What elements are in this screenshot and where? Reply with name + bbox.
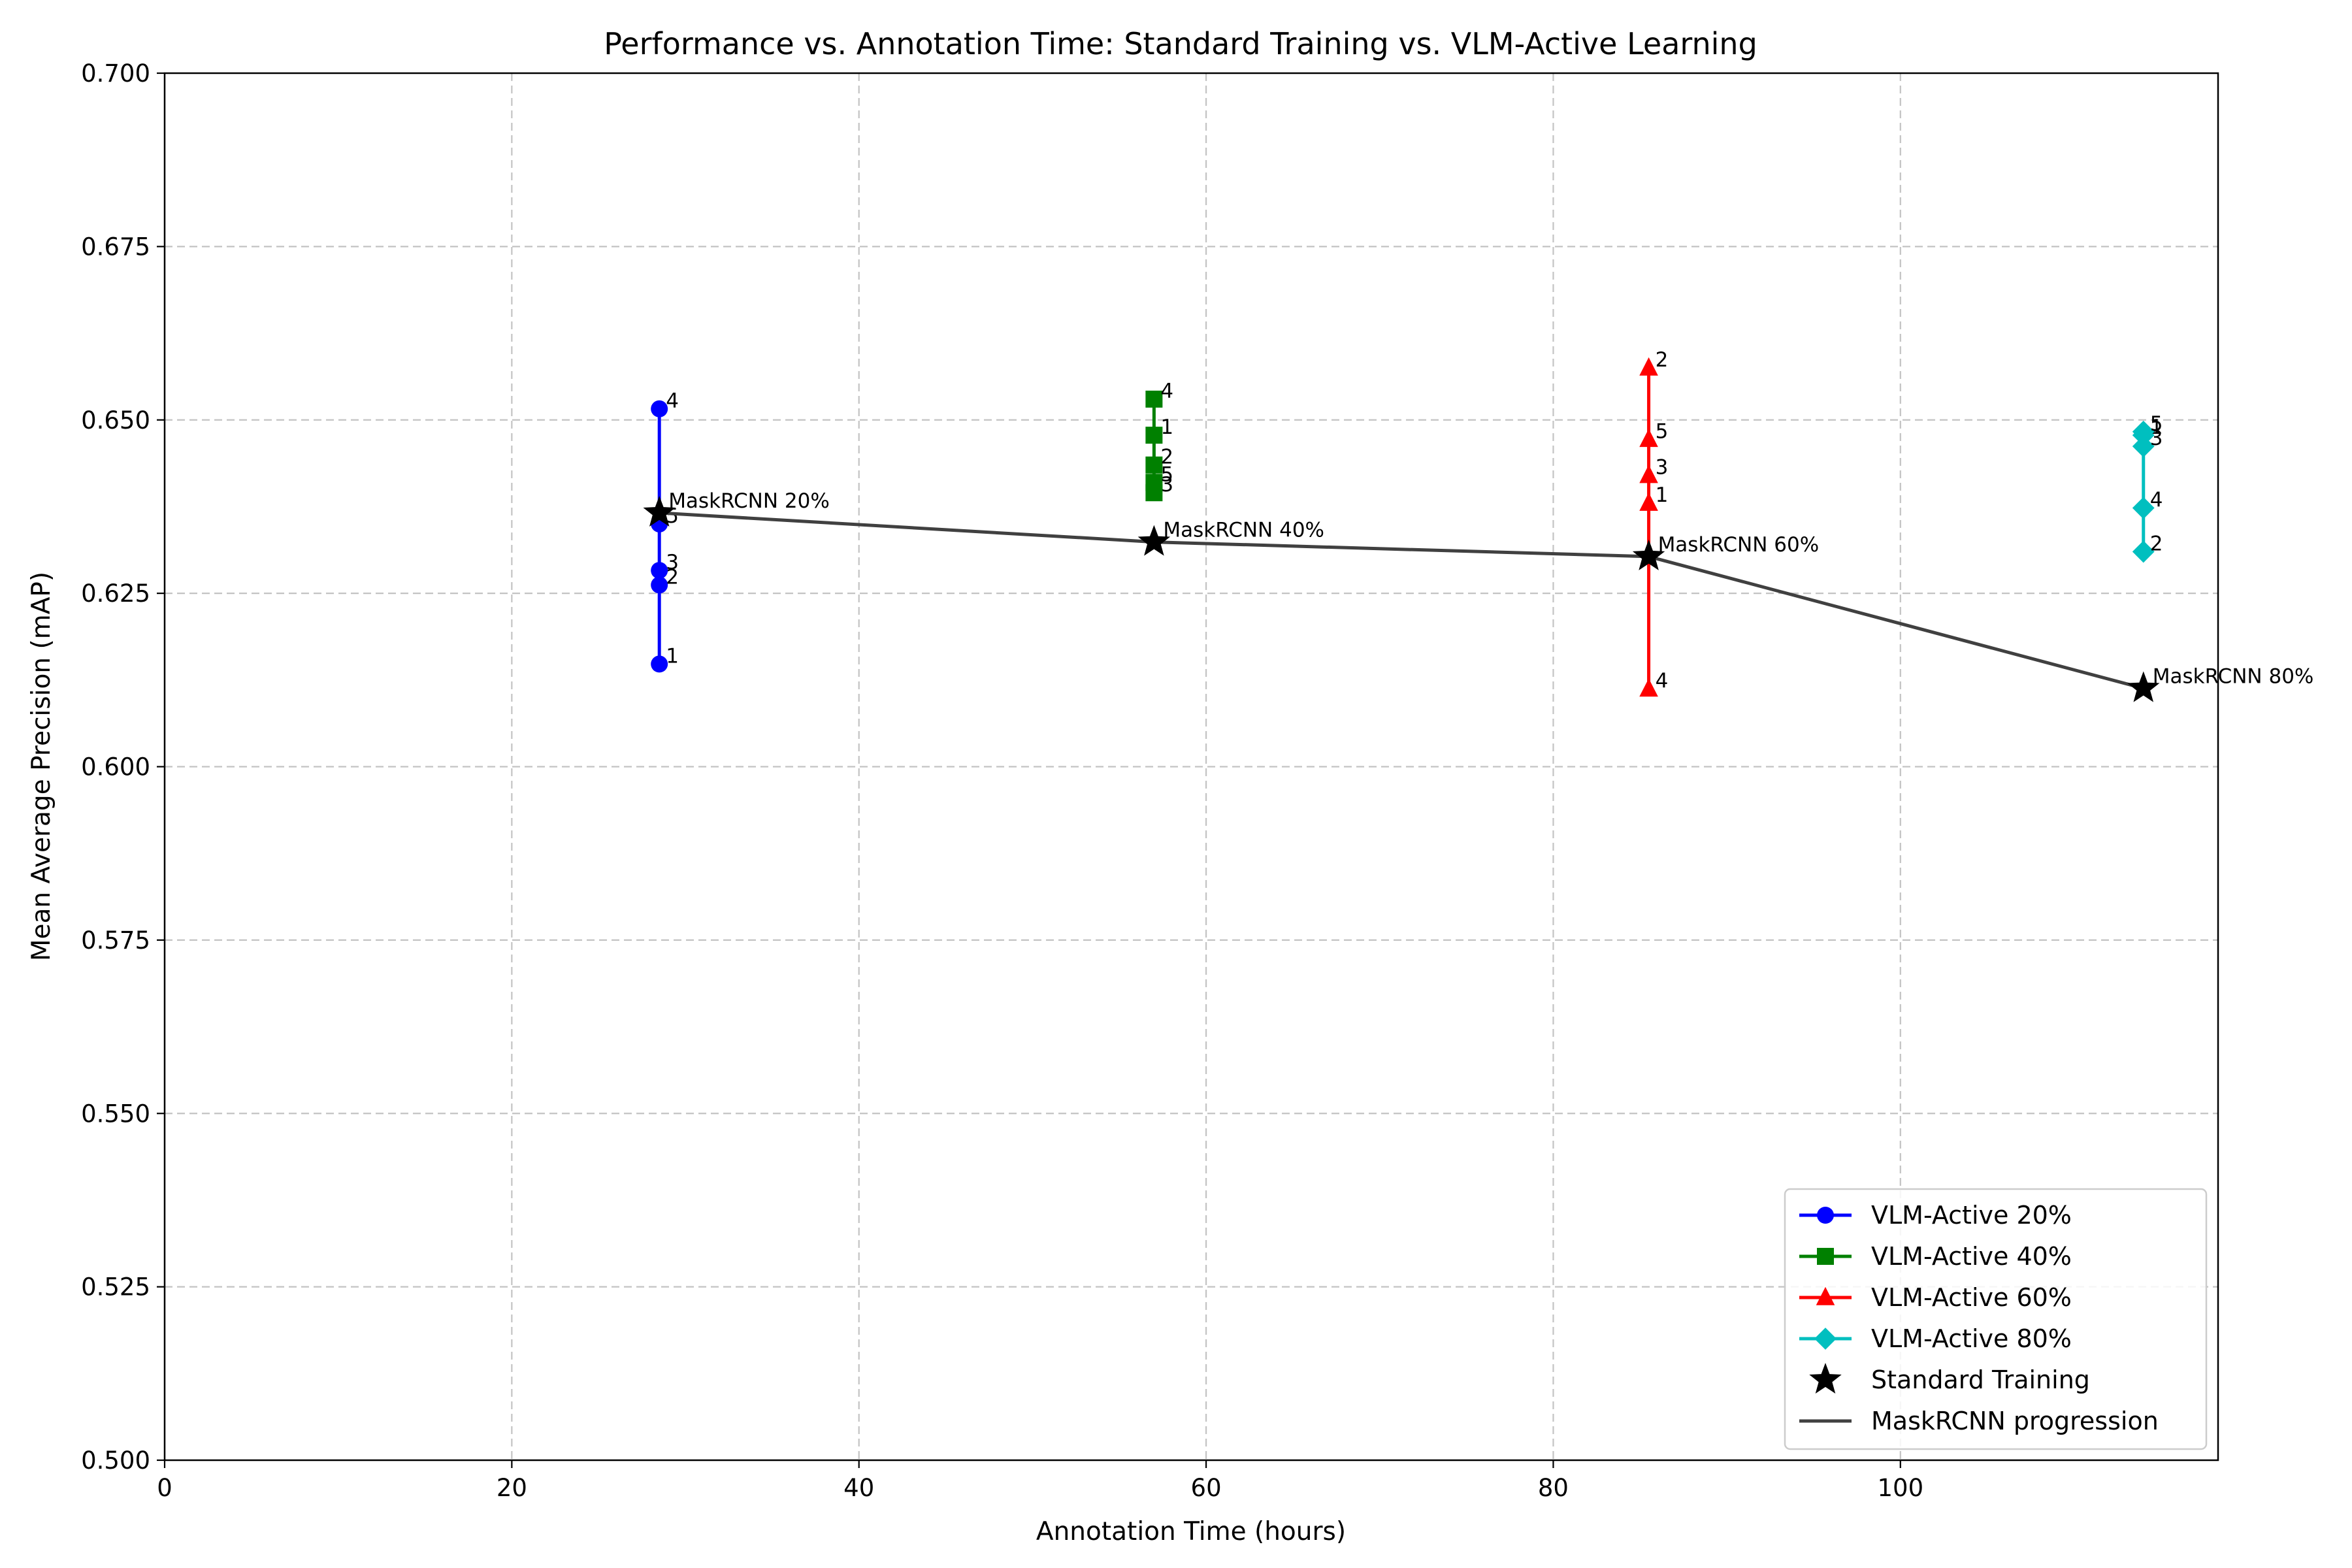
point-label: 3 — [666, 551, 679, 574]
point-label: 4 — [666, 389, 679, 413]
legend-label: Standard Training — [1871, 1365, 2090, 1394]
point-label: 5 — [1160, 463, 1173, 486]
x-tick-label: 80 — [1538, 1474, 1569, 1502]
legend-label: VLM-Active 80% — [1871, 1324, 2072, 1353]
point-label: 2 — [1656, 348, 1669, 372]
legend-swatch-marker — [1817, 1207, 1834, 1224]
legend-label: VLM-Active 60% — [1871, 1283, 2072, 1312]
x-axis-label: Annotation Time (hours) — [1036, 1517, 1346, 1546]
point-label: 1 — [1160, 416, 1173, 439]
y-tick-label: 0.525 — [81, 1273, 150, 1301]
point-label: 2 — [2150, 532, 2163, 555]
standard-training-label: MaskRCNN 60% — [1658, 533, 1820, 557]
standard-training-label: MaskRCNN 80% — [2153, 665, 2314, 689]
legend-swatch-marker — [1817, 1248, 1834, 1265]
legend-label: VLM-Active 20% — [1871, 1201, 2072, 1230]
y-tick-label: 0.550 — [81, 1100, 150, 1128]
y-tick-label: 0.700 — [81, 59, 150, 88]
y-tick-label: 0.650 — [81, 406, 150, 434]
x-tick-label: 100 — [1877, 1474, 1923, 1502]
x-tick-label: 20 — [497, 1474, 527, 1502]
y-axis-label: Mean Average Precision (mAP) — [27, 572, 56, 961]
legend-label: VLM-Active 40% — [1871, 1242, 2072, 1271]
x-tick-label: 40 — [843, 1474, 874, 1502]
y-tick-label: 0.575 — [81, 926, 150, 955]
point-label: 1 — [1656, 483, 1669, 507]
y-tick-label: 0.675 — [81, 233, 150, 261]
legend: VLM-Active 20% VLM-Active 40% VLM-Active 6… — [1785, 1189, 2206, 1449]
point-label: 4 — [2150, 489, 2163, 512]
y-tick-label: 0.600 — [81, 753, 150, 781]
point-label: 4 — [1656, 670, 1669, 693]
point-label: 1 — [666, 644, 679, 668]
x-tick-label: 0 — [157, 1474, 172, 1502]
standard-training-label: MaskRCNN 40% — [1163, 519, 1324, 542]
point-label: 5 — [2150, 412, 2163, 436]
point-label: 3 — [1656, 456, 1669, 480]
chart-title: Performance vs. Annotation Time: Standar… — [604, 26, 1757, 61]
point-label: 5 — [1656, 419, 1669, 443]
point-label: 4 — [1160, 380, 1173, 403]
standard-training-label: MaskRCNN 20% — [668, 489, 830, 513]
y-tick-label: 0.625 — [81, 580, 150, 608]
x-tick-label: 60 — [1191, 1474, 1222, 1502]
legend-label: MaskRCNN progression — [1871, 1407, 2159, 1435]
y-tick-label: 0.500 — [81, 1446, 150, 1475]
